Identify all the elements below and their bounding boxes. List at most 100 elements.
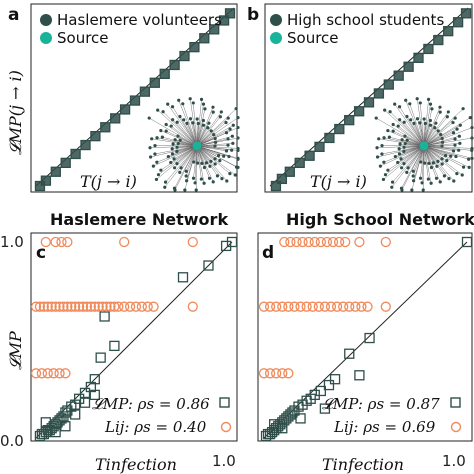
legend-b-label-0: High school students (287, 11, 444, 29)
panel-a-network-node-93 (176, 141, 180, 146)
panel-a-network-edge-3 (196, 145, 227, 182)
panel-c-series-1-point-18 (101, 301, 112, 312)
panel-a-network-node-106 (175, 145, 179, 149)
panel-b-network-node-118 (443, 153, 448, 158)
panel-b-network-node-45 (438, 180, 442, 184)
panel-a-network-node-97 (236, 157, 240, 161)
panel-b-network-node-106 (402, 145, 406, 149)
panel-b-network-edge-101 (393, 130, 425, 147)
panel-a-network-edge-96 (172, 106, 198, 147)
panel-b-network-node-93 (403, 141, 407, 146)
panel-b-network-edge-57 (423, 104, 431, 147)
panel-b-network-edge-41 (394, 103, 425, 147)
panel-b-network-node-81 (470, 125, 474, 130)
panel-b-network-edge-46 (387, 130, 425, 147)
panel-a-network-node-75 (175, 120, 179, 124)
panel-a-network-node-62 (182, 118, 186, 122)
panel-a-network-edge-89 (196, 144, 228, 147)
panel-a-network-node-21 (230, 148, 234, 152)
panel-b-network-node-20 (398, 118, 402, 122)
panel-d-series-0-point-30 (277, 423, 288, 434)
panel-a-network-node-33 (164, 122, 168, 127)
panel-c-ytick-bottom: 0.0 (0, 432, 24, 450)
panel-a-network-edge-99 (196, 112, 214, 147)
panel-b-series-0-point-4 (304, 150, 315, 161)
panel-d-series-0-point-22 (329, 374, 341, 385)
panel-a-network-node-87 (199, 177, 203, 181)
panel-a-network-node-103 (179, 166, 183, 170)
panel-a-network-edge-58 (196, 145, 223, 179)
panel-d-series-1-point-1 (285, 236, 296, 248)
panel-b-network-node-48 (405, 170, 409, 175)
panel-a-network-node-113 (215, 174, 220, 178)
panel-b-network-node-88 (396, 124, 400, 128)
panel-letter-d: d (262, 243, 274, 263)
panel-d-series-1-point-9 (333, 236, 345, 248)
panel-c-series-0-point-30 (70, 409, 81, 420)
panel-b-network-edge-116 (413, 145, 425, 172)
panel-b-network-node-44 (438, 105, 442, 109)
panel-b-network-node-42 (470, 156, 474, 160)
panel-c-series-0-point-32 (79, 397, 91, 408)
panel-b-network-node-30 (375, 155, 380, 159)
panel-c-series-1-point-15 (89, 301, 100, 312)
panel-a-network-node-108 (194, 188, 198, 192)
panel-b-network-edge-76 (423, 145, 454, 152)
panel-a-ylabel: 𝓛MP(j → i) (6, 70, 25, 155)
panel-a-network-node-37 (213, 162, 217, 166)
panel-c-series-1-point-14 (85, 301, 97, 312)
panel-b-series-0-point-6 (324, 132, 335, 144)
panel-a-network-node-60 (228, 127, 232, 131)
panel-a-network-edge-108 (196, 145, 198, 191)
panel-a-network-node-65 (206, 126, 210, 130)
panel-a-network-edge-110 (196, 145, 239, 151)
panel-d-series-0-point-20 (315, 385, 326, 397)
panel-d-series-1-point-14 (264, 301, 276, 312)
panel-c-series-1-point-40 (60, 368, 71, 379)
panel-b-network-node-90 (402, 162, 406, 166)
panel-b-network-node-111 (386, 168, 390, 172)
panel-a-network-edge-30 (150, 145, 198, 158)
panel-a-network-node-105 (213, 157, 217, 161)
panel-c-series-1-point-19 (105, 301, 116, 312)
panel-a-network-node-98 (155, 160, 159, 164)
panel-b-network-node-67 (374, 116, 378, 120)
panel-a-network-node-3 (225, 179, 229, 183)
panel-a-network-node-104 (191, 121, 195, 125)
panel-b-network-node-54 (383, 108, 387, 112)
panel-b-network-node-62 (409, 118, 413, 122)
panel-b-network-node-3 (452, 179, 456, 183)
panel-c-series-0-point-21 (95, 352, 106, 363)
panel-a-network-node-92 (209, 159, 213, 163)
panel-a-network-node-16 (233, 173, 237, 177)
panel-b-network-edge-47 (423, 135, 460, 147)
panel-b-network-node-41 (393, 102, 397, 106)
panel-b-network-node-91 (423, 121, 427, 126)
panel-b-network-node-98 (382, 160, 386, 164)
panel-a-network-edge-109 (162, 111, 198, 147)
panel-a-network-node-28 (177, 98, 181, 102)
panel-a-network-node-81 (236, 125, 240, 130)
panel-d-series-1-point-22 (313, 301, 324, 312)
panel-b-network-node-105 (440, 157, 444, 161)
panel-d-series-1-point-23 (319, 301, 331, 312)
panel-a-network-node-34 (231, 141, 235, 145)
panel-a-network-edge-44 (196, 107, 214, 147)
panel-a-network-edge-111 (160, 145, 198, 171)
panel-a-network-node-118 (216, 153, 221, 158)
panel-b-network-edge-55 (423, 145, 473, 149)
panel-a-network-node-68 (236, 136, 240, 140)
panel-b-network-node-63 (449, 154, 453, 158)
panel-c-series-1-point-37 (42, 368, 53, 379)
panel-b-network-node-37 (440, 162, 444, 166)
panel-b-network-edge-32 (423, 145, 432, 184)
panel-b-network-node-17 (375, 146, 379, 150)
panel-b-network-node-60 (455, 127, 459, 131)
panel-c-series-0-point-25 (203, 260, 214, 271)
panel-b-network-edge-3 (423, 145, 454, 182)
panel-c-series-1-point-3 (42, 301, 53, 312)
panel-a-network-node-85 (153, 152, 157, 156)
panel-b-series-0-point-17 (433, 34, 444, 46)
panel-b-network-node-2 (426, 97, 431, 101)
panel-b-network-node-74 (418, 176, 423, 180)
